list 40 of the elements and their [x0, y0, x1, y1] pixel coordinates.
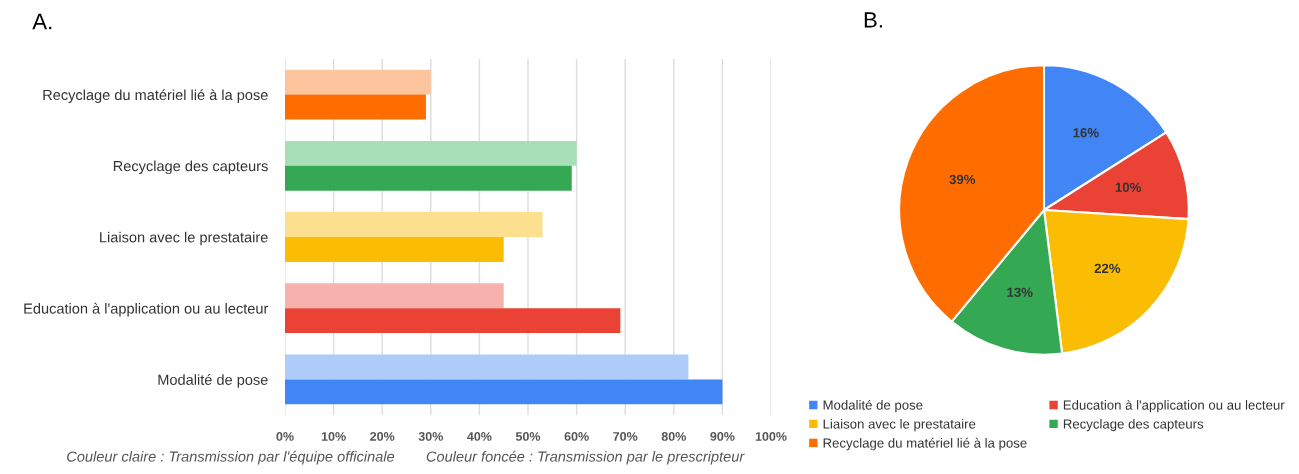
y-tick-label: Liaison avec le prestataire: [100, 231, 268, 246]
bar: [285, 165, 572, 191]
legend-label: Modalité de pose: [823, 399, 923, 413]
data-label: 10%: [1115, 182, 1142, 192]
x-tick-label: 50%: [515, 432, 541, 441]
y-tick-label: Recyclage du matériel lié à la pose: [43, 89, 268, 103]
bar: [285, 283, 504, 309]
data-label: 13%: [1007, 287, 1033, 297]
text: Couleur foncée : Transmission par le prescripteur: [426, 450, 745, 465]
bar: [285, 212, 543, 237]
x-tick-label: 40%: [467, 432, 492, 441]
legend-label: Recyclage des capteurs: [1063, 418, 1204, 432]
legend-label: Recyclage du matériel lié à la pose: [823, 437, 1027, 451]
y-tick-label: Recyclage des capteurs: [113, 160, 268, 175]
bar: [285, 237, 504, 262]
text: Couleur claire : Transmission par l'équipe officinale: [67, 450, 395, 465]
x-tick-label: 60%: [564, 432, 589, 441]
legend-label: Liaison avec le prestataire: [823, 418, 976, 432]
bar: [285, 69, 431, 95]
text: A.: [32, 13, 52, 30]
y-tick-label: Modalité de pose: [158, 374, 268, 388]
bar: [285, 308, 621, 334]
chart-title: B.: [864, 12, 882, 28]
data-label: 22%: [1094, 263, 1121, 273]
x-tick-label: 80%: [661, 432, 686, 441]
x-tick-label: 0%: [276, 432, 294, 441]
x-tick-label: 10%: [321, 432, 346, 441]
data-label: 39%: [949, 174, 976, 185]
bar: [285, 140, 577, 166]
bar: [285, 354, 689, 380]
data-label: 16%: [1073, 128, 1099, 138]
y-tick-label: Education à l'application ou au lecteur: [24, 302, 269, 317]
x-tick-label: 90%: [710, 432, 735, 441]
x-tick-label: 100%: [755, 432, 787, 441]
bar: [285, 379, 723, 405]
x-tick-label: 70%: [613, 432, 638, 441]
bar: [285, 94, 426, 120]
legend-label: Education à l'application ou au lecteur: [1063, 399, 1285, 413]
x-tick-label: 20%: [370, 432, 395, 441]
x-tick-label: 30%: [418, 432, 443, 441]
